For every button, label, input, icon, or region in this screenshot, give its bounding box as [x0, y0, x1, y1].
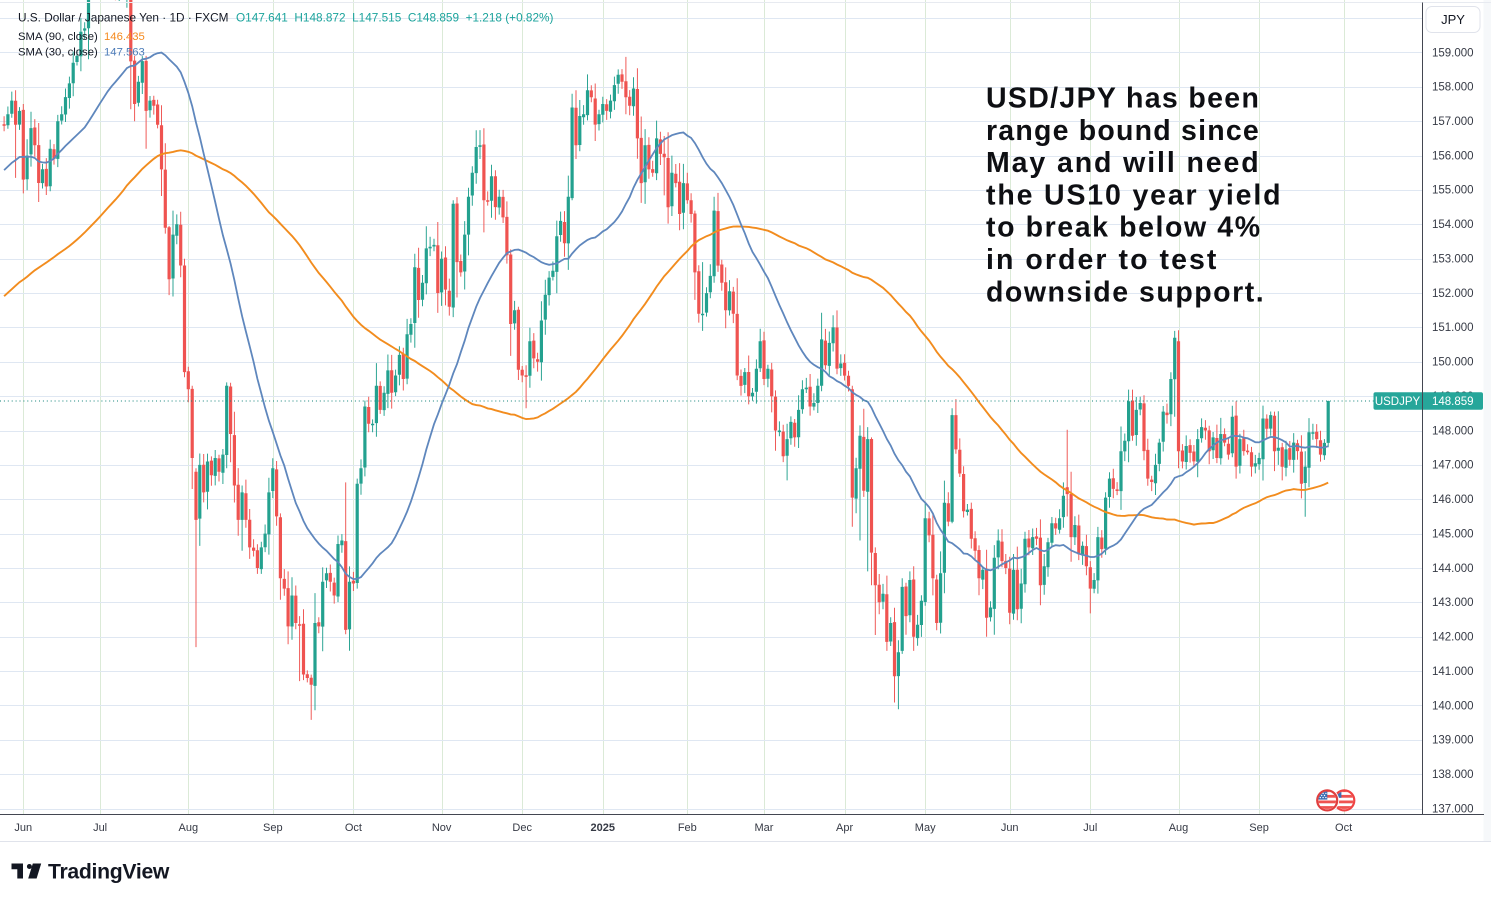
svg-text:157.000: 157.000 — [1432, 116, 1474, 128]
svg-text:154.000: 154.000 — [1432, 219, 1474, 231]
svg-text:139.000: 139.000 — [1432, 735, 1474, 747]
svg-text:2025: 2025 — [591, 822, 615, 834]
svg-text:153.000: 153.000 — [1432, 254, 1474, 266]
svg-text:145.000: 145.000 — [1432, 528, 1474, 540]
svg-text:158.000: 158.000 — [1432, 82, 1474, 94]
svg-text:143.000: 143.000 — [1432, 597, 1474, 609]
svg-text:Jun: Jun — [1001, 822, 1019, 834]
svg-text:Nov: Nov — [432, 822, 452, 834]
svg-text:range bound since: range bound since — [986, 115, 1260, 147]
svg-text:to break below 4%: to break below 4% — [986, 212, 1262, 244]
svg-text:147.563: 147.563 — [104, 47, 145, 59]
svg-text:USD/JPY has been: USD/JPY has been — [986, 83, 1260, 115]
svg-text:SMA (30, close): SMA (30, close) — [18, 47, 98, 59]
svg-text:151.000: 151.000 — [1432, 322, 1474, 334]
svg-text:Feb: Feb — [678, 822, 697, 834]
svg-text:JPY: JPY — [1441, 12, 1465, 27]
svg-text:Jul: Jul — [1083, 822, 1097, 834]
svg-text:May: May — [915, 822, 936, 834]
svg-text:148.859: 148.859 — [1432, 396, 1474, 408]
svg-text:Dec: Dec — [512, 822, 532, 834]
svg-text:Jul: Jul — [93, 822, 107, 834]
svg-text:Oct: Oct — [345, 822, 362, 834]
svg-text:Sep: Sep — [1249, 822, 1269, 834]
svg-text:Aug: Aug — [179, 822, 199, 834]
svg-text:141.000: 141.000 — [1432, 666, 1474, 678]
svg-text:150.000: 150.000 — [1432, 357, 1474, 369]
svg-text:in order to test: in order to test — [986, 244, 1218, 276]
svg-text:156.000: 156.000 — [1432, 150, 1474, 162]
svg-text:May and will need: May and will need — [986, 147, 1261, 179]
svg-text:Aug: Aug — [1169, 822, 1189, 834]
svg-text:137.000: 137.000 — [1432, 803, 1474, 815]
svg-text:138.000: 138.000 — [1432, 769, 1474, 781]
svg-text:146.000: 146.000 — [1432, 494, 1474, 506]
svg-text:Sep: Sep — [263, 822, 283, 834]
svg-text:SMA (90, close): SMA (90, close) — [18, 31, 98, 43]
svg-text:142.000: 142.000 — [1432, 632, 1474, 644]
svg-text:155.000: 155.000 — [1432, 185, 1474, 197]
svg-text:159.000: 159.000 — [1432, 47, 1474, 59]
svg-text:152.000: 152.000 — [1432, 288, 1474, 300]
svg-text:Mar: Mar — [755, 822, 774, 834]
svg-text:O147.641 H148.872 L147.515: O147.641 H148.872 L147.515 C148.859 +1.2… — [236, 11, 554, 25]
svg-text:U.S. Dollar / Japanese Yen · 1: U.S. Dollar / Japanese Yen · 1D · FXCM — [18, 11, 228, 25]
svg-text:147.000: 147.000 — [1432, 460, 1474, 472]
svg-text:Oct: Oct — [1335, 822, 1352, 834]
svg-text:TradingView: TradingView — [48, 861, 170, 884]
svg-text:146.435: 146.435 — [104, 31, 145, 43]
svg-text:144.000: 144.000 — [1432, 563, 1474, 575]
svg-text:downside support.: downside support. — [986, 276, 1265, 308]
svg-text:the US10 year yield: the US10 year yield — [986, 179, 1282, 211]
svg-text:140.000: 140.000 — [1432, 700, 1474, 712]
svg-text:USDJPY: USDJPY — [1375, 396, 1421, 408]
svg-text:148.000: 148.000 — [1432, 425, 1474, 437]
svg-text:Jun: Jun — [14, 822, 32, 834]
svg-text:Apr: Apr — [836, 822, 853, 834]
